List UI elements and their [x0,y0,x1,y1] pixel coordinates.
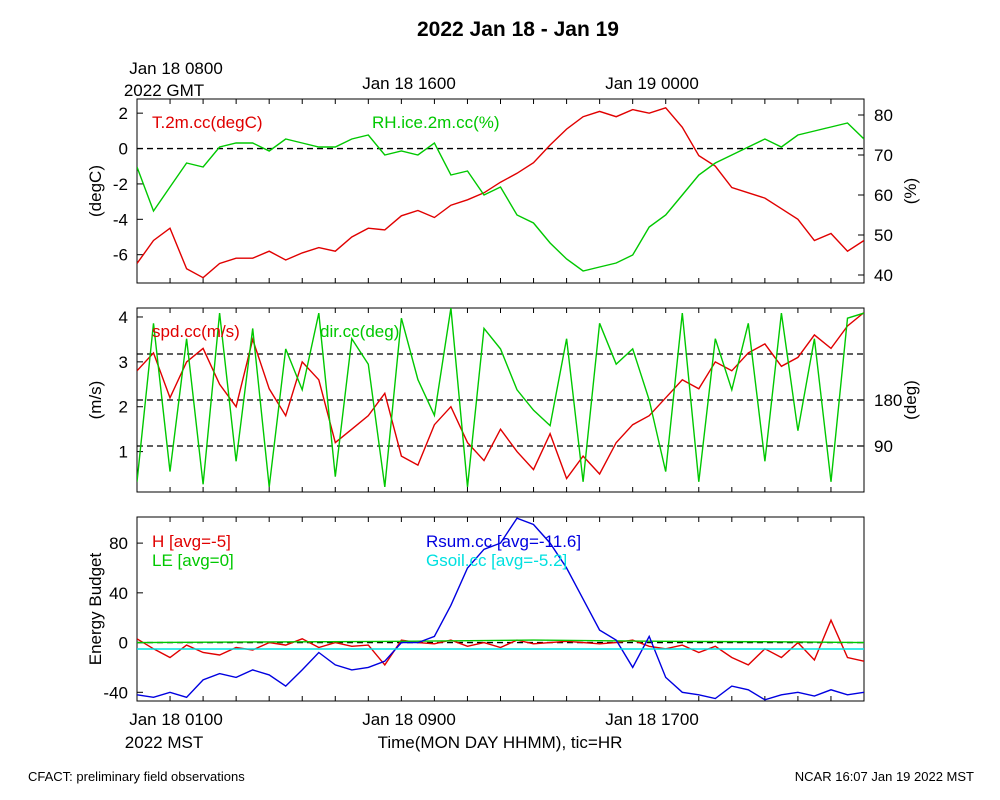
temperature-humidity-panel: 2 0 -2 -4 -6 80 70 60 50 40 (degC) (%) T.2m.cc(degC)… [86,98,920,285]
series-line-2-1 [137,639,864,644]
series-line-0-0 [137,106,864,279]
legend-label-2-2: Rsum.cc [avg=-11.6] [426,532,581,551]
legend-label-1-0: spd.cc(m/s) [152,322,240,341]
x-axis-title: Time(MON DAY HHMM), tic=HR [378,733,623,752]
y-tick-label-left: -6 [113,246,128,265]
legend-label-1-1: dir.cc(deg) [320,322,399,341]
y-tick-label-right: 40 [874,266,893,285]
y-axis-title-right: (deg) [901,380,920,420]
footer-right: NCAR 16:07 Jan 19 2022 MST [795,769,974,784]
bottom-axis-label-3: Jan 18 1700 [605,710,699,729]
series-line-0-1 [137,122,864,272]
energy-budget-panel: 80 40 0 -40 Energy Budget H [avg=-5]LE [avg=0… [86,516,865,702]
y-tick-label-left: 3 [119,353,128,372]
bottom-axis-first-label-line2: 2022 MST [125,733,203,752]
legend-label-2-3: Gsoil.cc [avg=-5.2] [426,551,567,570]
y-tick-label-left: 4 [119,308,128,327]
y-axis-title-right: (%) [901,178,920,204]
chart-title: 2022 Jan 18 - Jan 19 [417,18,619,41]
series-line-1-0 [137,311,864,480]
y-tick-label-left: 40 [109,584,128,603]
bottom-axis-label-1: Jan 18 0100 [129,710,223,729]
y-axis-title-left: (m/s) [86,381,105,420]
y-tick-label-right: 60 [874,186,893,205]
y-tick-label-right: 50 [874,226,893,245]
top-axis-first-label-line2: 2022 GMT [124,81,204,100]
top-axis-label-1: Jan 18 1600 [362,74,456,93]
y-tick-label-left: 2 [119,104,128,123]
legend-label-2-0: H [avg=-5] [152,532,231,551]
series-line-1-1 [137,308,864,487]
bottom-axis-label-2: Jan 18 0900 [362,710,456,729]
y-tick-label-right: 180 [874,391,902,410]
y-tick-label-left: 1 [119,443,128,462]
y-tick-label-left: -40 [103,683,128,702]
y-tick-label-left: -4 [113,210,128,229]
y-tick-label-right: 70 [874,146,893,165]
y-tick-label-left: 2 [119,398,128,417]
series-line-2-2 [137,517,864,701]
y-tick-label-right: 80 [874,106,893,125]
wind-panel: 4 3 2 1 180 90 (m/s) (deg) spd.cc(m/s) dir.cc(deg… [86,307,920,493]
y-tick-label-left: -2 [113,175,128,194]
y-axis-title-left: (degC) [86,165,105,217]
legend-label-0-1: RH.ice.2m.cc(%) [372,113,500,132]
legend-label-2-1: LE [avg=0] [152,551,234,570]
top-axis-label-2: Jan 19 0000 [605,74,699,93]
y-tick-label-left: 80 [109,534,128,553]
series-line-2-0 [137,618,864,667]
footer-left: CFACT: preliminary field observations [28,769,245,784]
y-axis-title-left: Energy Budget [86,552,105,665]
legend-label-0-0: T.2m.cc(degC) [152,113,263,132]
y-tick-label-left: 0 [119,140,128,159]
top-axis-first-label: Jan 18 0800 [129,59,223,78]
y-tick-label-right: 90 [874,437,893,456]
y-tick-label-left: 0 [119,634,128,653]
